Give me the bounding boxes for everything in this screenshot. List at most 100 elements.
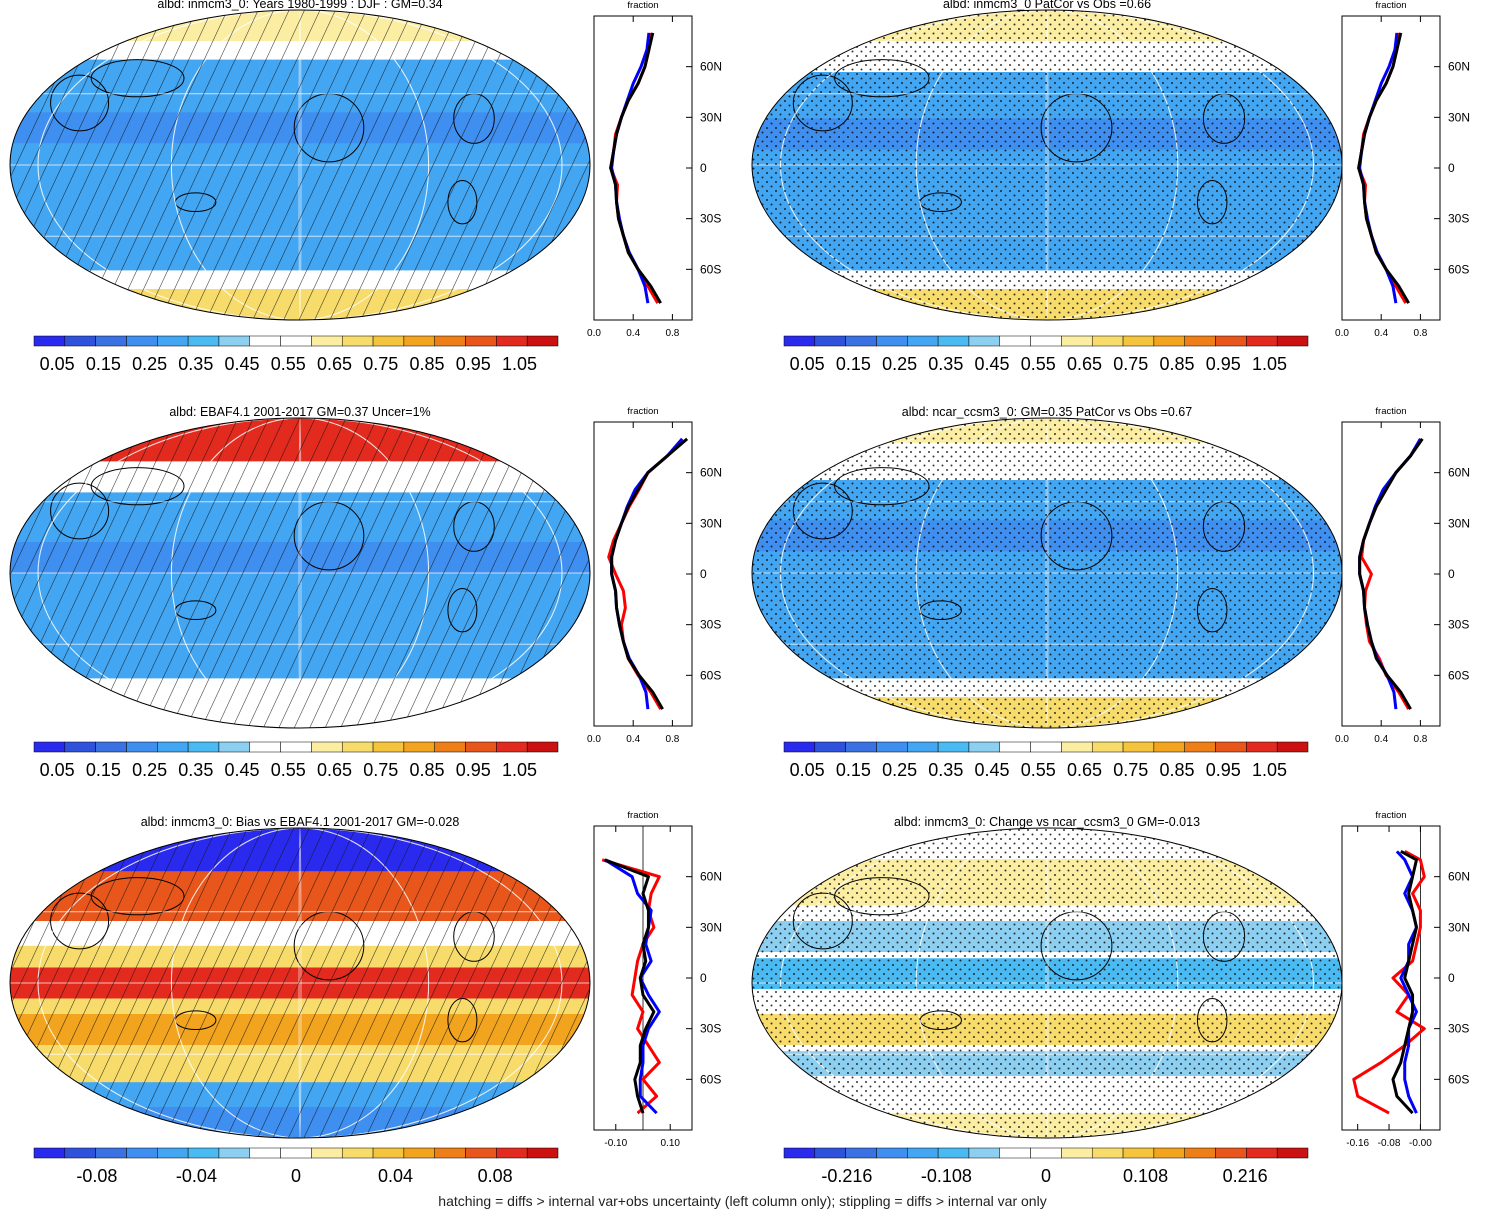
colorbar-swatch (403, 335, 435, 347)
zonal-y-tick-label: 30N (700, 110, 722, 124)
colorbar-tick-label: 0.25 (882, 760, 917, 780)
map-title: albd: inmcm3_0 PatCor vs Obs =0.66 (943, 0, 1151, 11)
colorbar-swatch (1153, 741, 1185, 753)
colorbar-swatch (64, 1147, 96, 1159)
colorbar-swatch (372, 335, 405, 347)
colorbar-swatch (157, 335, 189, 347)
zonal-y-tick-label: 0 (700, 161, 707, 175)
map-outline (9, 417, 591, 729)
zonal-mean-plot: fraction -0.10 0.10 60N 30N 0 30S 60S (593, 810, 722, 1149)
stipple-overlay (752, 10, 1342, 320)
colorbar-tick-label: 0.65 (317, 354, 352, 374)
colorbar-swatch (341, 335, 374, 347)
colorbar-swatch (95, 335, 127, 347)
colorbar-tick-label: -0.216 (821, 1166, 872, 1186)
colorbar-swatch (907, 1147, 939, 1159)
zonal-x-tick-label: -0.16 (1346, 1138, 1369, 1149)
colorbar-swatch (845, 741, 877, 753)
map-title: albd: inmcm3_0: Change vs ncar_ccsm3_0 G… (894, 815, 1200, 829)
colorbar-swatch (907, 335, 939, 347)
colorbar-swatch (783, 1147, 816, 1159)
colorbar-tick-label: 0.55 (1021, 354, 1056, 374)
zonal-y-tick-label: 0 (1448, 567, 1455, 581)
colorbar-tick-label: -0.08 (76, 1166, 117, 1186)
colorbar-swatch (126, 335, 158, 347)
zonal-x-tick-label: 0.8 (1413, 328, 1427, 339)
colorbar-swatch (311, 741, 343, 753)
zonal-series-line (1357, 32, 1410, 304)
colorbar-tick-label: 0.108 (1123, 1166, 1168, 1186)
zonal-mean-plot: fraction 0.0 0.4 0.8 60N 30N 0 30S 60S (1335, 0, 1470, 339)
colorbar-tick-label: 0.85 (409, 354, 444, 374)
colorbar-tick-label: -0.04 (176, 1166, 217, 1186)
colorbar-tick-label: 0.45 (975, 760, 1010, 780)
colorbar-tick-label: 0.35 (928, 354, 963, 374)
colorbar-swatch (1184, 1147, 1216, 1159)
colorbar-swatch (1246, 335, 1278, 347)
colorbar-swatch (1030, 335, 1062, 347)
zonal-y-tick-label: 0 (700, 971, 707, 985)
colorbar-swatch (814, 741, 846, 753)
colorbar-swatch (95, 741, 127, 753)
colorbar-tick-label: 0.65 (1067, 760, 1102, 780)
colorbar-tick-label: 0.35 (928, 760, 963, 780)
colorbar-swatch (403, 1147, 435, 1159)
colorbar-swatch (1184, 741, 1216, 753)
colorbar-swatch (1091, 741, 1124, 753)
colorbar-swatch (187, 1147, 220, 1159)
colorbar-swatch (249, 335, 281, 347)
zonal-y-tick-label: 60N (700, 60, 722, 74)
colorbar-tick-label: 0.95 (456, 354, 491, 374)
zonal-series-line (609, 32, 662, 304)
colorbar-tick-label: 0.25 (132, 354, 167, 374)
zonal-series-line (1358, 438, 1424, 710)
colorbar-swatch (937, 741, 970, 753)
colorbar-tick-label: 0.25 (882, 354, 917, 374)
colorbar-swatch (496, 1147, 528, 1159)
colorbar-swatch (1215, 741, 1247, 753)
colorbar-tick-label: 0.85 (1159, 760, 1194, 780)
colorbar-swatch (33, 1147, 66, 1159)
colorbar-swatch (876, 741, 908, 753)
colorbar-swatch (311, 335, 343, 347)
zonal-x-tick-label: 0.4 (626, 734, 640, 745)
map-field (10, 10, 590, 320)
colorbar-swatch (187, 741, 220, 753)
zonal-y-tick-label: 30S (1448, 212, 1469, 226)
zonal-series-line (601, 858, 661, 1115)
colorbar-swatch (465, 1147, 497, 1159)
map-title: albd: inmcm3_0: Years 1980-1999 : DJF : … (157, 0, 442, 11)
colorbar-tick-label: 0.55 (271, 760, 306, 780)
colorbar-tick-label: 0.25 (132, 760, 167, 780)
zonal-x-tick-label: 0.10 (660, 1138, 680, 1149)
zonal-y-tick-label: 60S (700, 262, 721, 276)
map-outline (9, 9, 591, 321)
colorbar-swatch (876, 1147, 908, 1159)
zonal-y-tick-label: 60S (1448, 668, 1469, 682)
colorbar-swatch (434, 1147, 466, 1159)
zonal-x-tick-label: 0.4 (1374, 734, 1388, 745)
panel-4: albd: ncar_ccsm3_0: GM=0.35 PatCor vs Ob… (751, 405, 1470, 780)
map-title: albd: ncar_ccsm3_0: GM=0.35 PatCor vs Ob… (902, 405, 1192, 419)
colorbar-swatch (1276, 335, 1309, 347)
zonal-x-tick-label: 0.8 (665, 328, 679, 339)
map-field (752, 10, 1342, 320)
colorbar-swatch (496, 335, 528, 347)
colorbar-swatch (311, 1147, 343, 1159)
zonal-y-tick-label: 30N (700, 920, 722, 934)
colorbar-swatch (526, 335, 559, 347)
colorbar-swatch (526, 741, 559, 753)
colorbar-swatch (341, 1147, 374, 1159)
zonal-y-tick-label: 30N (1448, 110, 1470, 124)
colorbar-tick-label: 0 (291, 1166, 301, 1186)
zonal-series-line (610, 437, 689, 710)
colorbar-swatch (1061, 1147, 1093, 1159)
colorbar-tick-label: -0.108 (921, 1166, 972, 1186)
zonal-x-tick-label: -0.08 (1378, 1138, 1401, 1149)
colorbar-tick-label: 0.15 (86, 760, 121, 780)
colorbar-swatch (1122, 335, 1155, 347)
zonal-x-tick-label: 0.0 (587, 328, 601, 339)
colorbar-swatch (249, 1147, 281, 1159)
colorbar-tick-label: 0.05 (790, 354, 825, 374)
colorbar-swatch (968, 1147, 1001, 1159)
